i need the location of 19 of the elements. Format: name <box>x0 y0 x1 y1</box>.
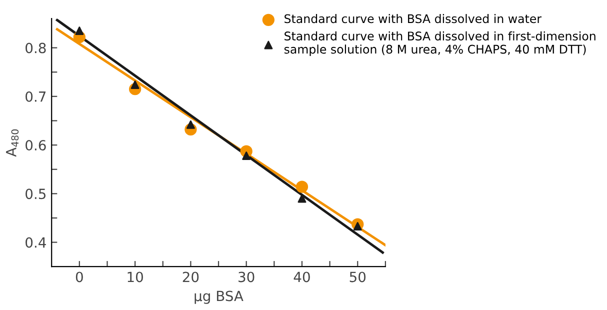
point <box>186 120 195 129</box>
y-axis-title: A$_{480}$ <box>6 129 19 157</box>
legend-label: Standard curve with BSA dissolved in water <box>284 14 542 24</box>
y-tick-label: 0.5 <box>26 188 46 200</box>
point <box>75 26 84 35</box>
point <box>130 80 140 89</box>
y-tick-label: 0.8 <box>26 42 46 54</box>
x-tick-label: 0 <box>76 272 83 282</box>
x-tick-label: 20 <box>182 272 199 282</box>
y-tick-label: 0.7 <box>26 91 46 102</box>
x-tick-label: 30 <box>238 272 254 282</box>
x-tick-label: 50 <box>350 272 366 282</box>
y-tick-label: 0.4 <box>26 237 46 248</box>
x-tick-label: 40 <box>294 272 310 282</box>
x-axis-title: µg BSA <box>194 290 244 304</box>
x-tick-label: 10 <box>128 272 143 282</box>
y-tick-label: 0.6 <box>26 140 46 151</box>
legend-label: Standard curve with BSA dissolved in first-dimension sample solution (8 M urea, 4% CHAPS, 40 mM DTT) <box>284 31 596 56</box>
point <box>296 180 308 193</box>
